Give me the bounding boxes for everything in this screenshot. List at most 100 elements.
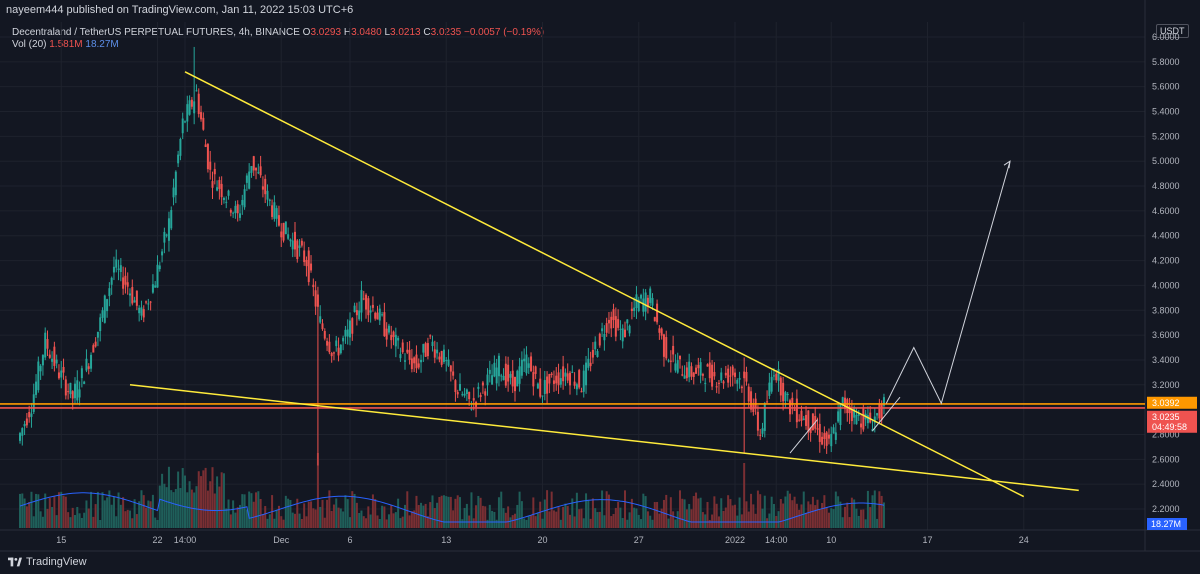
- candle-body: [857, 413, 860, 416]
- candle-body: [442, 349, 445, 362]
- volume-bar: [346, 499, 349, 528]
- volume-bar: [179, 488, 182, 528]
- candle: [860, 414, 863, 435]
- volume-bar: [514, 513, 516, 528]
- volume-bar: [94, 504, 97, 528]
- volume-bar: [417, 505, 420, 528]
- candle: [477, 382, 480, 398]
- candle-body: [562, 366, 565, 382]
- candle: [497, 353, 500, 387]
- volume-bar: [814, 505, 817, 528]
- volume-bar: [500, 491, 503, 528]
- candle-body: [140, 307, 143, 316]
- volume-bar: [390, 505, 393, 528]
- candle-body: [614, 316, 617, 337]
- candle: [878, 398, 881, 424]
- volume-bar: [264, 506, 267, 528]
- candle: [342, 335, 345, 351]
- change-value: −0.0057 (−0.19%): [463, 27, 545, 38]
- candle: [617, 309, 620, 331]
- volume-bar: [426, 516, 429, 528]
- candle: [555, 367, 558, 391]
- tradingview-logo[interactable]: TradingView: [8, 556, 87, 568]
- candle-body: [300, 240, 303, 246]
- candle-body: [37, 361, 40, 391]
- volume-bar: [355, 502, 358, 528]
- candle: [800, 405, 803, 427]
- candle-body: [236, 204, 239, 214]
- candle: [789, 398, 791, 423]
- candle-body: [53, 346, 56, 366]
- volume-bar: [459, 497, 461, 528]
- candle: [770, 370, 773, 394]
- candle-body: [619, 328, 622, 330]
- candle: [360, 281, 363, 322]
- volume-bar: [754, 513, 757, 528]
- candle: [777, 361, 780, 392]
- volume-bar: [41, 516, 44, 528]
- candle: [557, 363, 560, 394]
- candle: [60, 360, 63, 389]
- candle: [177, 150, 180, 168]
- candle-body: [378, 308, 381, 321]
- volume-bar: [200, 476, 203, 528]
- candle: [349, 312, 351, 346]
- candle-body: [264, 178, 267, 195]
- candle: [280, 223, 283, 248]
- candle-body: [204, 144, 207, 148]
- candle: [674, 354, 677, 373]
- candle: [346, 319, 349, 345]
- volume-bar: [252, 501, 255, 528]
- volume-bar: [314, 509, 317, 528]
- candle: [509, 371, 512, 385]
- candle-body: [344, 329, 347, 337]
- low-label: L: [384, 27, 390, 38]
- volume-bar: [582, 518, 585, 528]
- candle-body: [468, 391, 471, 400]
- candle-body: [708, 362, 711, 379]
- candle-body: [571, 371, 574, 373]
- candle: [410, 349, 413, 373]
- volume-bar: [869, 507, 872, 528]
- y-tick-label: 2.8000: [1152, 429, 1180, 439]
- candle-body: [786, 393, 789, 395]
- volume-bar: [280, 516, 283, 528]
- candle: [200, 105, 203, 122]
- candle: [332, 351, 335, 361]
- volume-bar: [589, 518, 592, 528]
- candle-body: [390, 334, 393, 341]
- volume-bar: [161, 473, 164, 528]
- candle-body: [326, 340, 329, 346]
- volume-bar: [108, 490, 111, 528]
- volume-bar: [685, 509, 688, 528]
- volume-bar: [701, 512, 704, 528]
- volume-bar: [759, 494, 762, 528]
- candle-body: [431, 341, 434, 347]
- candle-body: [387, 325, 390, 333]
- candle: [511, 360, 514, 393]
- candle-body: [644, 292, 647, 312]
- candle: [832, 424, 835, 434]
- volume-bar: [585, 493, 588, 528]
- volume-bar: [830, 508, 833, 528]
- candle-body: [184, 121, 186, 123]
- candle-body: [60, 370, 63, 378]
- volume-bars: [19, 453, 885, 528]
- volume-bar: [811, 496, 814, 528]
- volume-bar: [548, 511, 551, 528]
- currency-badge[interactable]: USDT: [1156, 24, 1189, 38]
- volume-bar: [204, 467, 207, 528]
- candle: [665, 330, 668, 361]
- y-tick-label: 3.6000: [1152, 330, 1180, 340]
- volume-bar: [145, 507, 148, 528]
- candle: [213, 162, 216, 185]
- volume-bar: [248, 491, 251, 528]
- candle: [296, 239, 299, 263]
- candle-body: [392, 331, 395, 338]
- volume-bar: [857, 515, 860, 528]
- volume-bar: [362, 516, 365, 528]
- candle: [431, 335, 434, 352]
- candle-body: [275, 208, 278, 219]
- candle-body: [282, 222, 285, 241]
